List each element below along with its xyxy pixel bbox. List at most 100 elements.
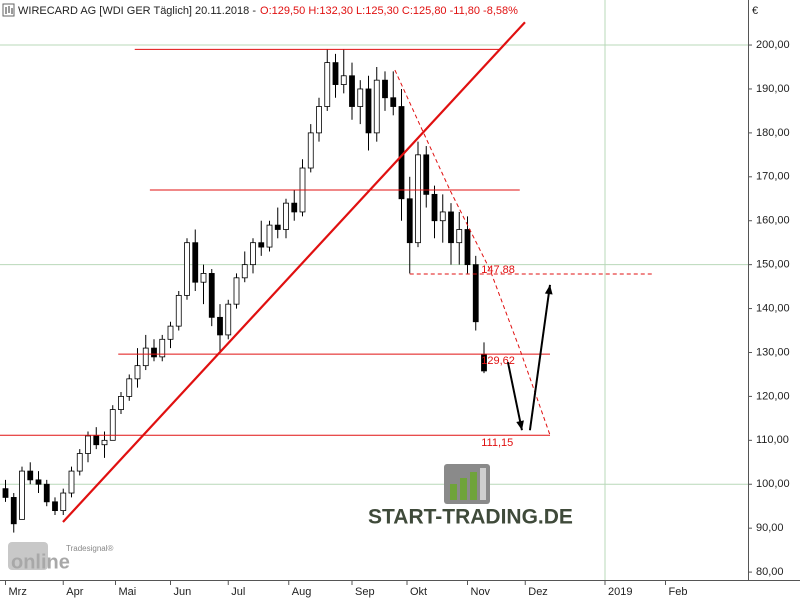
x-tick-label: Feb (669, 586, 688, 598)
candle-body (60, 492, 67, 512)
y-tick-label: 190,00 (756, 83, 790, 95)
arrow (506, 361, 523, 431)
candle-body (192, 242, 199, 283)
level-label: 129,62 (481, 355, 515, 367)
currency: € (752, 5, 758, 17)
grid (0, 0, 748, 580)
vendor-logo (8, 542, 48, 570)
x-tick-label: Aug (292, 586, 312, 598)
y-tick-label: 80,00 (756, 566, 784, 578)
candle-body (241, 264, 248, 279)
candle-body (423, 154, 430, 195)
candle-body (472, 264, 479, 323)
y-tick-label: 90,00 (756, 522, 784, 534)
candle-body (357, 88, 364, 107)
candle-body (332, 62, 339, 85)
candle-body (200, 273, 207, 283)
candle-body (373, 79, 380, 134)
candle-body (93, 435, 100, 446)
candle-body (349, 75, 355, 107)
candle-body (225, 303, 232, 336)
candle-body (35, 479, 42, 485)
brand-logo (444, 464, 490, 504)
x-tick-label: Mai (119, 586, 137, 598)
y-tick-label: 130,00 (756, 346, 790, 358)
candle-body (365, 88, 372, 134)
y-tick-label: 180,00 (756, 127, 790, 139)
candle-body (307, 132, 314, 169)
candle-body (76, 453, 83, 472)
arrow (528, 284, 551, 431)
header-quote: O:129,50 H:132,30 L:125,30 C:125,80 -11,… (260, 5, 518, 17)
y-tick-label: 160,00 (756, 215, 790, 227)
candle-body (233, 277, 240, 305)
x-tick-label: Sep (355, 586, 375, 598)
candle-body (217, 316, 223, 336)
header-icon (2, 3, 15, 17)
candle-body (406, 198, 413, 244)
x-tick-label: Mrz (9, 586, 27, 598)
x-tick-label: Okt (410, 586, 427, 598)
candle-body (448, 211, 454, 244)
candle-body (184, 242, 190, 296)
candle-body (390, 97, 397, 107)
arrow-head (544, 284, 553, 295)
y-tick-label: 200,00 (756, 39, 790, 51)
candle-body (316, 106, 322, 134)
candle-body (85, 435, 91, 454)
x-tick-label: 2019 (608, 586, 632, 598)
projection-line (394, 69, 551, 436)
candle-body (126, 378, 133, 397)
y-tick-label: 150,00 (756, 259, 790, 271)
y-tick-label: 110,00 (756, 434, 789, 446)
candle-body (52, 501, 58, 512)
axes: 80,00 90,00 100,00 110,00 120,00 130,00 140,00… (5, 39, 790, 598)
x-tick-label: Jul (231, 586, 245, 598)
candle-body (68, 470, 75, 494)
candle-body (43, 483, 50, 503)
y-tick-label: 170,00 (756, 171, 790, 183)
candle-body (142, 347, 149, 367)
level-label: 111,15 (481, 437, 513, 449)
candle-body (159, 338, 166, 358)
candle-body (101, 439, 108, 446)
y-tick-label: 120,00 (756, 390, 790, 402)
annotations: 147,88 129,62 111,15 (0, 21, 655, 523)
candle-body (266, 224, 273, 248)
candle-body (134, 365, 141, 380)
candle-body (175, 294, 182, 327)
level-label: 147,88 (481, 264, 515, 276)
arrow-head (516, 420, 524, 431)
candle-body (2, 488, 9, 498)
trend-line (62, 21, 526, 523)
x-tick-label: Jun (174, 586, 192, 598)
candle-body (27, 470, 34, 481)
candle-body (151, 347, 157, 358)
brand-watermark: START-TRADING.DE (368, 506, 573, 529)
candle-body (382, 79, 388, 99)
candle-body (464, 229, 471, 266)
candle-body (431, 193, 438, 222)
candle-body (291, 202, 298, 213)
candle-body (324, 62, 331, 107)
y-tick-label: 140,00 (756, 302, 790, 314)
candle-body (340, 75, 347, 85)
header: WIRECARD AG [WDI GER Täglich] 20.11.2018… (18, 5, 518, 17)
candle-body (415, 154, 421, 244)
candle-body (19, 470, 25, 520)
x-tick-label: Nov (471, 586, 491, 598)
y-tick-label: 100,00 (756, 478, 790, 490)
candle-body (109, 409, 116, 441)
candle-body (208, 273, 215, 318)
candle-body (481, 354, 487, 372)
vendor-watermark: Tradesignal® (66, 544, 114, 553)
candle-body (439, 211, 446, 222)
candle-body (10, 497, 17, 525)
candles (2, 49, 487, 533)
candle-body (283, 202, 289, 230)
candle-body (456, 229, 463, 244)
x-tick-label: Dez (528, 586, 548, 598)
candle-body (118, 396, 124, 410)
